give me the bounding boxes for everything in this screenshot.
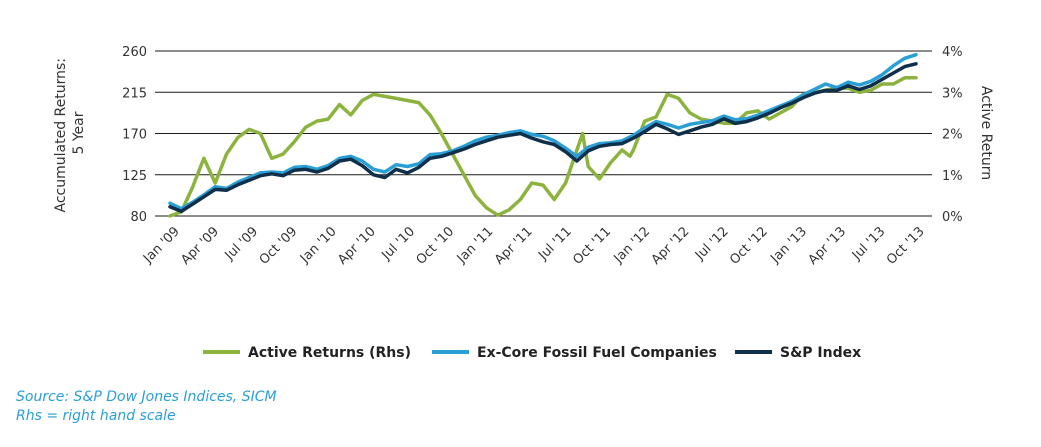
y2-tick-label: 4% [942, 45, 963, 60]
footer: Source: S&P Dow Jones Indices, SICM Rhs … [16, 388, 277, 426]
y-tick-label: 215 [122, 86, 147, 101]
series-lines [168, 52, 918, 218]
x-tick-label: Apr '12 [649, 224, 693, 268]
x-tick-label: Oct '12 [727, 224, 771, 268]
x-tick-label: Jul '11 [535, 224, 575, 264]
x-tick-label: Jul '10 [378, 224, 418, 264]
active-returns-line [168, 76, 918, 218]
legend: Active Returns (Rhs) Ex-Core Fossil Fuel … [203, 345, 861, 361]
y-tick-label: 260 [122, 45, 147, 60]
y-axis-title-line-1: Accumulated Returns: [53, 58, 69, 213]
x-tick-label: Oct '13 [884, 224, 928, 268]
source-note: Source: S&P Dow Jones Indices, SICM [16, 389, 277, 405]
y-tick-label: 80 [130, 210, 147, 225]
legend-label: Ex-Core Fossil Fuel Companies [477, 345, 717, 361]
x-tick-label: Jan '12 [611, 224, 654, 267]
x-tick-label: Apr '10 [335, 224, 379, 268]
left-axis-ticks: 80 125 170 215 260 [122, 45, 147, 225]
x-tick-label: Apr '13 [806, 224, 850, 268]
scale-note: Rhs = right hand scale [16, 408, 176, 424]
x-tick-label: Apr '11 [492, 224, 536, 268]
y-tick-label: 125 [122, 169, 147, 184]
legend-label: Active Returns (Rhs) [248, 345, 411, 361]
x-tick-label: Jul '13 [849, 224, 889, 264]
legend-label: S&P Index [780, 345, 861, 361]
x-tick-label: Oct '09 [257, 224, 301, 268]
y-axis-title: Accumulated Returns: 5 Year [53, 54, 87, 213]
legend-item-ex-core-fossil: Ex-Core Fossil Fuel Companies [432, 345, 717, 361]
y2-tick-label: 0% [942, 210, 963, 225]
legend-item-sp-index: S&P Index [735, 345, 861, 361]
x-tick-label: Apr '09 [178, 224, 222, 268]
y2-tick-label: 2% [942, 128, 963, 143]
y2-tick-label: 1% [942, 169, 963, 184]
y2-axis-title: Active Return [978, 86, 994, 180]
sp-index-line [168, 62, 918, 214]
legend-item-active-returns: Active Returns (Rhs) [203, 345, 411, 361]
y-axis-title-line-2: 5 Year [71, 111, 87, 154]
x-tick-label: Jul '12 [692, 224, 732, 264]
x-tick-label: Oct '11 [570, 224, 614, 268]
x-tick-label: Jan '10 [297, 224, 340, 267]
x-tick-label: Jan '09 [140, 224, 183, 267]
y2-tick-label: 3% [942, 86, 963, 101]
y-tick-label: 170 [122, 128, 147, 143]
right-axis-ticks: 0% 1% 2% 3% 4% [942, 45, 963, 225]
x-tick-label: Oct '10 [414, 224, 458, 268]
x-tick-label: Jan '11 [454, 224, 497, 267]
x-tick-label: Jul '09 [222, 224, 262, 264]
x-tick-label: Jan '13 [767, 224, 810, 267]
grid [155, 50, 932, 217]
